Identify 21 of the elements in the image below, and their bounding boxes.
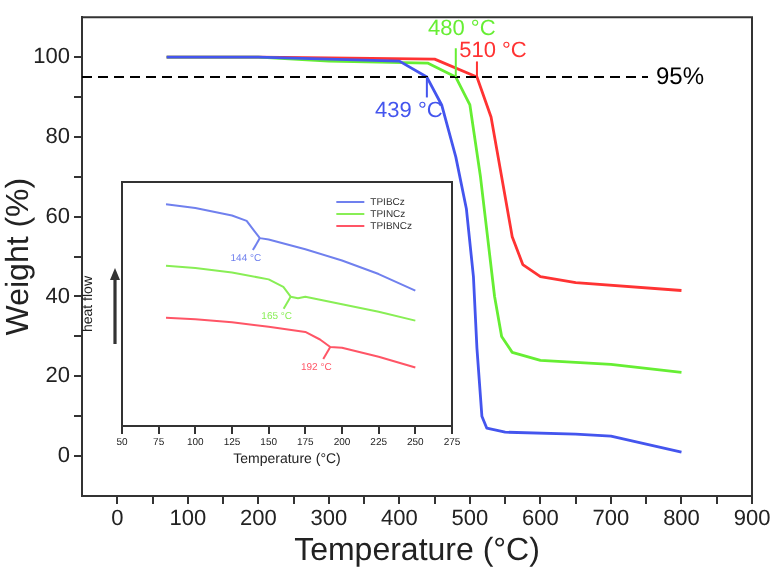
x-tick-label: 100 xyxy=(169,507,207,532)
y-tick-label: 60 xyxy=(45,204,70,229)
x-tick-label: 400 xyxy=(381,507,418,532)
annotation: 480 °C xyxy=(428,17,496,42)
annotation: 510 °C xyxy=(459,39,527,64)
y-axis-title: Weight (%) xyxy=(2,177,37,336)
x-tick-label: 900 xyxy=(733,507,771,532)
x-axis-title: Temperature (°C) xyxy=(294,533,540,568)
x-tick-label: 500 xyxy=(451,507,489,532)
x-tick-label: 200 xyxy=(239,507,277,532)
y-tick-label: 100 xyxy=(33,45,70,70)
annotation: 439 °C xyxy=(375,99,443,124)
y-tick-label: 20 xyxy=(45,364,70,389)
x-tick-label: 700 xyxy=(592,507,630,532)
x-tick-label: 300 xyxy=(310,507,348,532)
ref-line-label: 95% xyxy=(656,61,705,90)
x-tick-label: 600 xyxy=(522,507,559,532)
x-tick-label: 800 xyxy=(663,507,700,532)
y-tick-label: 40 xyxy=(45,284,70,309)
y-tick-label: 80 xyxy=(45,124,70,149)
x-tick-label: 0 xyxy=(111,507,124,532)
